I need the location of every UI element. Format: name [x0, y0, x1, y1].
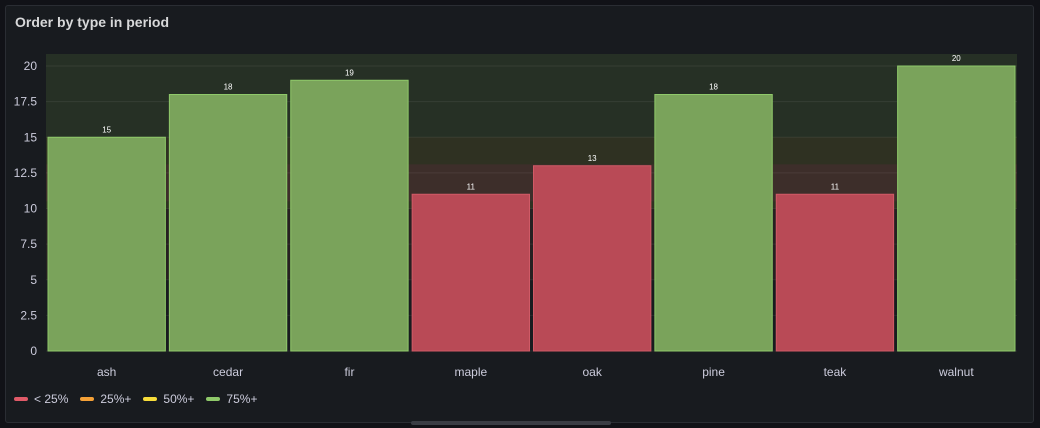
legend-label: 75%+	[226, 392, 258, 406]
y-tick-label: 12.5	[14, 166, 38, 180]
bar-cedar	[168, 94, 288, 352]
legend-swatch	[143, 397, 158, 401]
x-tick-label-pine: pine	[702, 365, 725, 379]
y-tick-label: 5	[30, 273, 37, 287]
y-tick-label: 7.5	[20, 237, 37, 251]
bar-teak	[775, 193, 895, 352]
data-label-cedar: 18	[224, 83, 233, 92]
legend-label: 25%+	[100, 392, 132, 406]
bar-maple	[411, 193, 530, 352]
x-tick-label-maple: maple	[454, 365, 487, 379]
threshold-band-top	[46, 54, 1017, 66]
legend-item[interactable]: 25%+	[80, 392, 131, 406]
data-label-maple: 11	[467, 182, 476, 191]
legend-item[interactable]: 50%+	[143, 392, 194, 406]
data-label-oak: 13	[588, 154, 597, 163]
y-tick-label: 15	[24, 130, 38, 144]
panel-title[interactable]: Order by type in period	[15, 14, 170, 30]
data-label-ash: 15	[102, 125, 111, 134]
legend-item[interactable]: < 25%	[14, 392, 68, 406]
legend-label: < 25%	[34, 392, 69, 406]
legend-swatch	[14, 397, 28, 401]
bar-walnut	[897, 65, 1016, 352]
legend-swatch	[80, 397, 95, 401]
bar-oak	[533, 165, 652, 352]
bar-fir	[290, 79, 409, 352]
x-tick-label-walnut: walnut	[938, 365, 974, 379]
data-label-fir: 19	[345, 68, 354, 77]
bar-ash	[47, 136, 166, 352]
legend-label: 50%+	[163, 392, 195, 406]
horizontal-scrollbar[interactable]	[411, 421, 611, 425]
y-tick-label: 17.5	[14, 95, 38, 109]
x-tick-label-cedar: cedar	[213, 365, 243, 379]
y-tick-label: 0	[30, 344, 37, 358]
y-tick-label: 10	[24, 202, 38, 216]
y-tick-label: 2.5	[20, 308, 37, 322]
legend-item[interactable]: 75%+	[206, 392, 257, 406]
legend-swatch	[206, 397, 221, 401]
x-tick-label-fir: fir	[344, 365, 354, 379]
x-tick-label-oak: oak	[583, 365, 603, 379]
y-tick-label: 20	[24, 59, 38, 73]
x-tick-label-teak: teak	[824, 365, 848, 379]
data-label-walnut: 20	[952, 54, 961, 63]
data-label-pine: 18	[709, 83, 718, 92]
bar-pine	[654, 94, 773, 352]
data-label-teak: 11	[831, 182, 840, 191]
x-tick-label-ash: ash	[97, 365, 116, 379]
legend: < 25% 25%+ 50%+ 75%+	[14, 392, 257, 406]
